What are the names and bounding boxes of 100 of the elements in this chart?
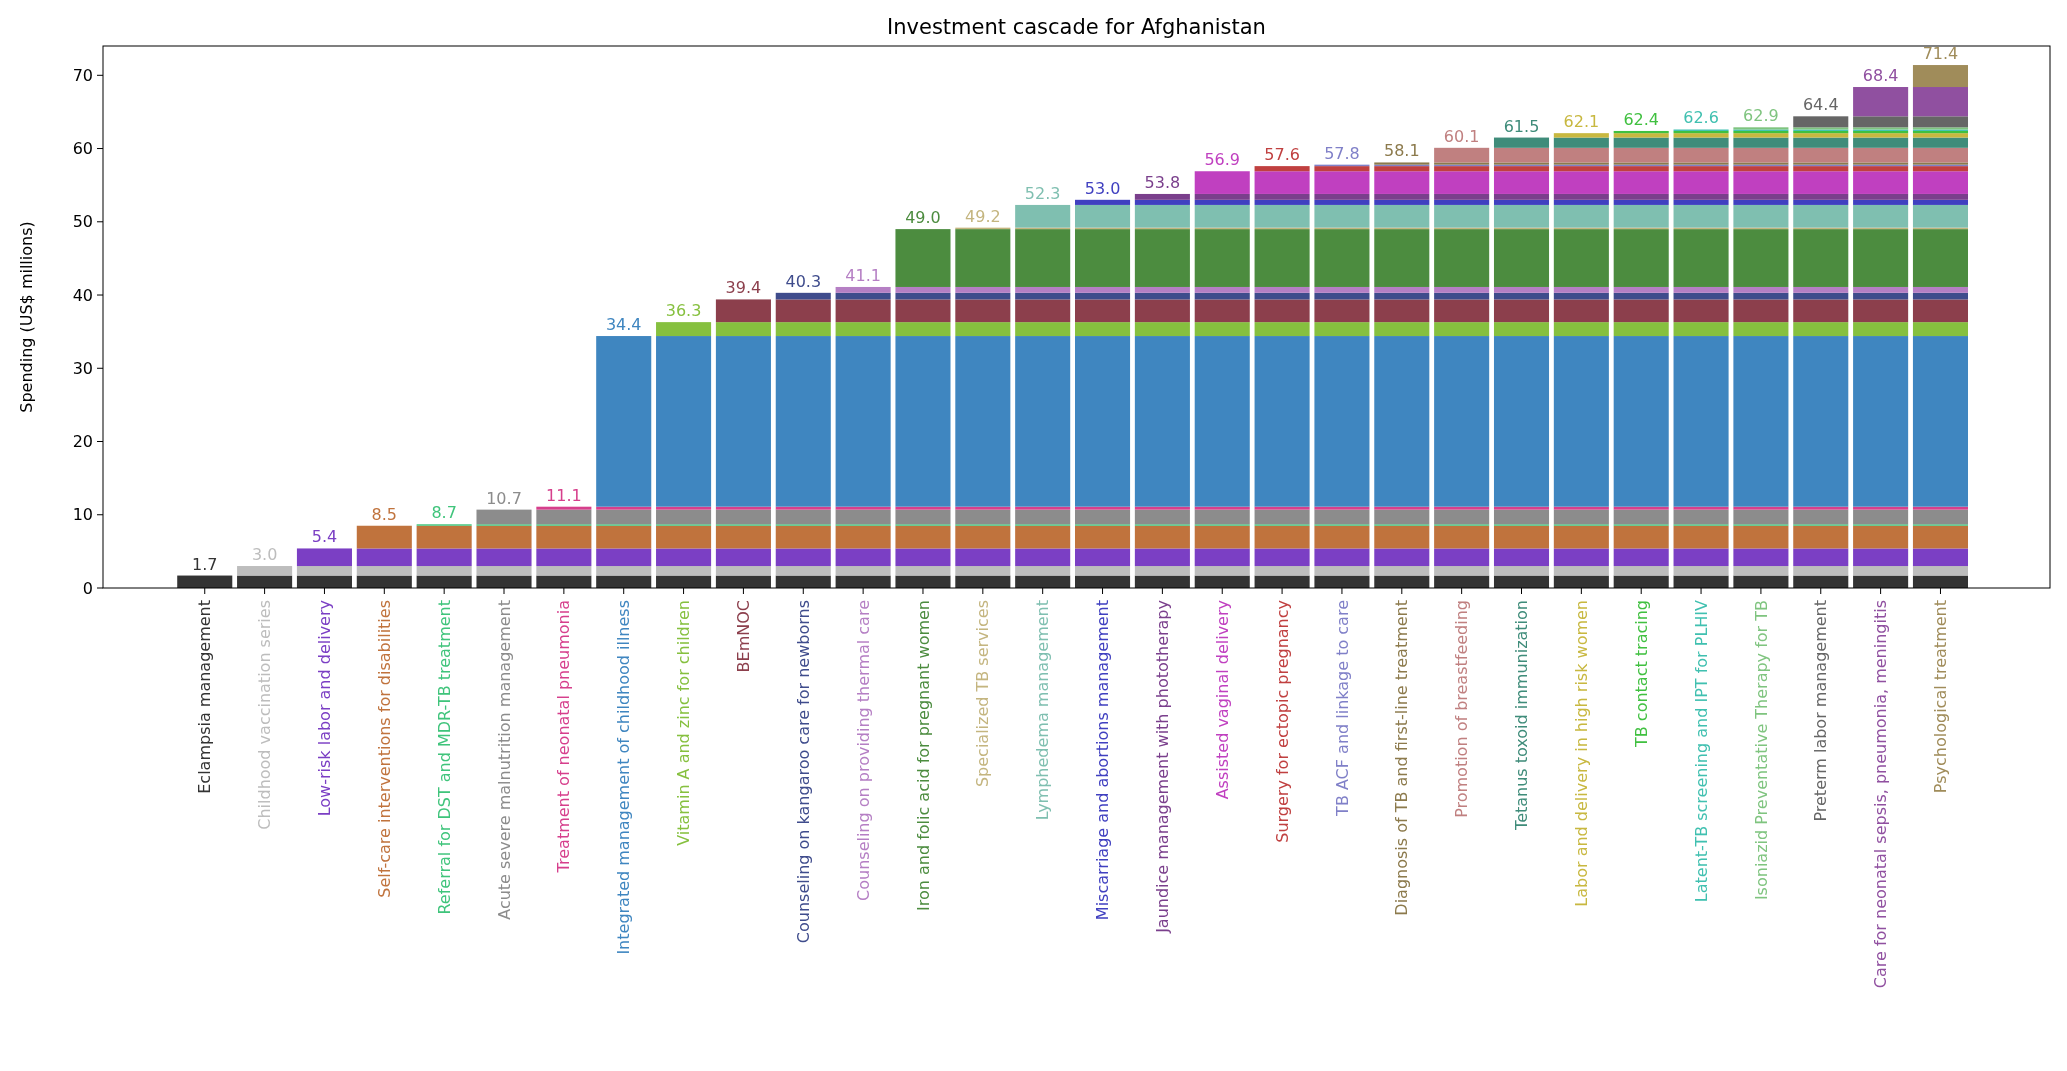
x-tick-label: Jaundice management with phototherapy (1152, 600, 1172, 934)
bar (895, 292, 951, 300)
bar (476, 548, 532, 567)
total-label: 8.7 (431, 503, 457, 523)
bar (1254, 292, 1310, 300)
x-tick-label: Self-care interventions for disabilities (374, 600, 394, 898)
bar (1374, 286, 1430, 293)
bar (1912, 193, 1968, 200)
bar (1912, 166, 1968, 172)
total-label: 60.1 (1443, 126, 1480, 146)
bar (1314, 166, 1370, 172)
bar (1254, 204, 1310, 228)
bar (1314, 193, 1370, 200)
bar (955, 286, 1011, 293)
bar (1075, 566, 1131, 576)
bar (1793, 525, 1849, 549)
x-tick-label: Care for neonatal sepsis, pneumonia, meningitis (1871, 600, 1891, 989)
bar (1493, 336, 1550, 507)
bar (1553, 299, 1609, 323)
y-tick-label: 50 (72, 212, 93, 232)
bar (1194, 566, 1250, 576)
x-tick-label: Latent-TB screening and IPT for PLHIV (1691, 599, 1711, 903)
bar (1853, 166, 1909, 172)
bar (1314, 299, 1370, 323)
bar (1434, 204, 1490, 228)
bar (1254, 193, 1310, 200)
bar (1912, 87, 1968, 117)
bar (1853, 292, 1909, 300)
bar (895, 525, 951, 549)
bar (1733, 199, 1789, 205)
bar (656, 336, 712, 507)
total-label: 49.0 (905, 208, 941, 228)
bar (1314, 525, 1370, 549)
bar (1134, 525, 1190, 549)
x-tick-label: Promotion of breastfeeding (1452, 600, 1472, 818)
bar (1553, 525, 1609, 549)
bar (1733, 193, 1789, 200)
bar (1434, 566, 1490, 576)
bar (1314, 229, 1370, 287)
x-tick-label: Surgery for ectopic pregnancy (1272, 600, 1292, 843)
x-tick-label: Vitamin A and zinc for children (674, 600, 694, 846)
bar (1553, 336, 1609, 507)
total-label: 41.1 (845, 265, 881, 285)
bar (1553, 509, 1609, 525)
total-label: 11.1 (546, 485, 582, 505)
x-tick-label: Eclampsia management (195, 600, 215, 794)
bar (715, 548, 771, 567)
bar (775, 548, 831, 567)
bar (1254, 548, 1310, 567)
bar (775, 566, 831, 576)
bar (656, 506, 712, 510)
bar (1912, 548, 1968, 567)
bar (656, 509, 712, 525)
bar (1015, 292, 1071, 300)
bar (1733, 548, 1789, 567)
bar (1194, 506, 1250, 510)
bar (1374, 199, 1430, 205)
total-label: 52.3 (1024, 183, 1061, 203)
x-tick-label: Counseling on kangaroo care for newborns (793, 600, 813, 944)
bar (1493, 137, 1550, 148)
bar (895, 566, 951, 576)
bar (1853, 322, 1909, 337)
bar (1613, 199, 1669, 205)
bar (1374, 299, 1430, 323)
bar (1075, 299, 1131, 323)
bar (955, 566, 1011, 576)
bar (1015, 204, 1071, 228)
bar (1493, 299, 1550, 323)
total-label: 64.4 (1802, 95, 1839, 115)
bar (1314, 286, 1370, 293)
bar (1134, 299, 1190, 323)
bar (1075, 204, 1131, 228)
bar (1254, 199, 1310, 205)
x-tick-label: TB contact tracing (1631, 600, 1651, 748)
bar (1134, 204, 1190, 228)
bar (1493, 229, 1550, 287)
bar (1493, 525, 1550, 549)
bar (1434, 299, 1490, 323)
bar (1434, 322, 1490, 337)
bar (237, 566, 293, 576)
y-tick-label: 60 (72, 139, 93, 159)
total-label: 61.5 (1503, 116, 1540, 136)
bar (1493, 292, 1550, 300)
total-label: 57.6 (1264, 145, 1300, 165)
bar (1912, 506, 1968, 510)
bar (656, 525, 712, 549)
bar (1254, 509, 1310, 525)
bar (1254, 322, 1310, 337)
bar (1314, 506, 1370, 510)
bar (1912, 137, 1968, 148)
bar (1553, 137, 1609, 148)
total-label: 56.9 (1204, 150, 1241, 170)
bar (1793, 566, 1849, 576)
bar (715, 506, 771, 510)
bar (1254, 336, 1310, 507)
bar (1613, 133, 1669, 138)
bar (1493, 199, 1550, 205)
bar (1733, 166, 1789, 172)
bar (1733, 525, 1789, 549)
bar (895, 548, 951, 567)
